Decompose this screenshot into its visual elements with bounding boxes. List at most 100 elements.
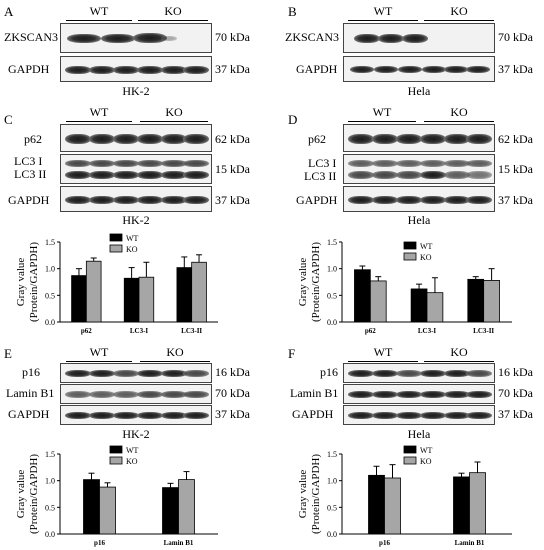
row-label: Lamin B1	[6, 386, 55, 400]
western-blot-p62	[343, 124, 495, 152]
group-line	[348, 361, 418, 362]
y-axis-label: Gray value	[15, 470, 27, 519]
x-tick-label: LC3-II	[473, 327, 494, 335]
panel-letter: F	[288, 346, 296, 361]
kda-marker: 37 kDa	[215, 193, 250, 207]
group-label-wt: WT	[372, 105, 392, 119]
panel-letter: E	[4, 346, 12, 361]
group-label-ko: KO	[450, 105, 468, 119]
bar	[384, 477, 401, 535]
legend-swatch	[403, 252, 417, 261]
x-tick-label: p16	[379, 539, 390, 547]
cell-line-label: HK-2	[122, 213, 150, 227]
bar	[354, 269, 371, 323]
group-label-wt: WT	[89, 345, 109, 359]
kda-marker: 70 kDa	[215, 386, 250, 400]
legend-swatch	[403, 456, 417, 465]
western-blot-lamin-b1	[343, 384, 495, 404]
kda-marker: 16 kDa	[215, 365, 250, 379]
bar	[369, 280, 387, 323]
bar	[453, 476, 470, 535]
legend-label: KO	[420, 457, 432, 466]
row-label: GAPDH	[296, 193, 338, 207]
bar-chart-e: 0.0 0.5 1.0 1.5 Gray value (Protein/GAPDH) p16…	[15, 445, 218, 547]
legend-swatch	[109, 244, 123, 253]
y-axis-label: Gray value	[297, 258, 309, 307]
bar	[410, 288, 428, 323]
group-label-ko: KO	[450, 345, 468, 359]
row-label: ZKSCAN3	[4, 30, 59, 44]
row-label: p16	[320, 365, 338, 379]
kda-marker: 37 kDa	[498, 407, 533, 421]
bar	[138, 276, 155, 323]
cell-line-label: HK-2	[122, 427, 150, 441]
group-line	[424, 361, 494, 362]
row-label: GAPDH	[8, 193, 50, 207]
group-label-wt: WT	[373, 345, 393, 359]
row-label: p62	[308, 132, 326, 146]
bar	[368, 474, 385, 535]
legend-label: KO	[126, 245, 138, 254]
x-tick-label: Lamin B1	[455, 539, 485, 547]
bar	[178, 479, 195, 535]
legend-label: WT	[126, 234, 139, 243]
legend-swatch	[109, 233, 123, 242]
y-tick-label: 1.0	[327, 477, 337, 486]
y-axis-label: Gray value	[15, 258, 27, 307]
row-label: p16	[22, 365, 40, 379]
row-label: GAPDH	[292, 407, 334, 421]
panel-letter: A	[4, 4, 14, 19]
group-label-ko: KO	[164, 4, 182, 18]
bar-chart-c: 0.0 0.5 1.0 1.5 Gray value (Protein/GAPDH) p62…	[15, 233, 218, 335]
group-line	[66, 20, 132, 21]
group-line	[138, 20, 208, 21]
kda-marker: 37 kDa	[215, 62, 250, 76]
y-tick-label: 1.5	[45, 238, 55, 247]
row-label: LC3 I	[308, 156, 337, 170]
row-label: LC3 II	[14, 167, 47, 181]
y-axis-label: (Protein/GAPDH)	[310, 242, 322, 322]
bar	[99, 486, 116, 535]
bar	[123, 277, 140, 323]
group-line	[348, 121, 416, 122]
panel-letter: B	[288, 4, 297, 19]
x-tick-label: p62	[81, 327, 92, 335]
legend-swatch	[109, 456, 123, 465]
y-tick-label: 0.5	[45, 291, 55, 300]
bar	[467, 278, 485, 323]
western-blot-lc3	[343, 154, 495, 184]
bar	[83, 479, 100, 535]
y-tick-label: 0.0	[327, 318, 337, 327]
y-axis-label: Gray value	[297, 470, 309, 519]
y-tick-label: 1.5	[327, 450, 337, 459]
group-line	[140, 121, 208, 122]
group-line	[66, 121, 132, 122]
x-tick-label: LC3-I	[130, 327, 149, 335]
kda-marker: 15 kDa	[215, 162, 250, 176]
kda-marker: 70 kDa	[215, 30, 250, 44]
row-label: p62	[24, 132, 42, 146]
y-tick-label: 0.5	[327, 503, 337, 512]
cell-line-label: HK-2	[122, 84, 150, 98]
bar-chart-d: 0.0 0.5 1.0 1.5 Gray value (Protein/GAPDH) p62…	[297, 238, 512, 335]
bar	[469, 472, 486, 535]
kda-marker: 37 kDa	[498, 193, 533, 207]
bar	[483, 280, 500, 323]
western-blot-gapdh	[343, 56, 495, 82]
row-label: LC3 I	[14, 154, 43, 168]
kda-marker: 16 kDa	[498, 365, 533, 379]
bar	[162, 487, 179, 535]
panel-letter: C	[4, 112, 13, 127]
western-blot-gapdh	[60, 56, 212, 82]
kda-marker: 37 kDa	[498, 62, 533, 76]
cell-line-label: Hela	[407, 84, 431, 98]
group-label-wt: WT	[89, 4, 109, 18]
row-label: GAPDH	[8, 407, 50, 421]
legend-swatch	[109, 445, 123, 454]
row-label: GAPDH	[296, 62, 338, 76]
western-blot-zkscan3	[343, 23, 495, 53]
y-axis-label: (Protein/GAPDH)	[310, 454, 322, 534]
y-tick-label: 0.0	[45, 530, 55, 539]
legend-swatch	[403, 445, 417, 454]
western-blot-lc3	[60, 154, 212, 184]
